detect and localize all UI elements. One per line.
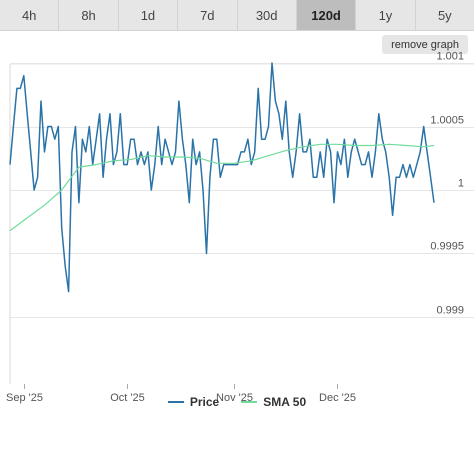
- tab-5y[interactable]: 5y: [437, 7, 452, 23]
- sma-series-line: [9, 143, 435, 232]
- y-tick-label: 0.9995: [430, 241, 464, 253]
- x-tick-label: Oct '25: [110, 392, 145, 404]
- tab-1d[interactable]: 1d: [119, 0, 179, 30]
- tab-1y[interactable]: 1y: [356, 0, 416, 30]
- y-tick-label: 1: [458, 178, 464, 190]
- tab-8h[interactable]: 8h: [59, 0, 119, 30]
- legend-label-price: Price: [189, 395, 220, 409]
- tab-4h[interactable]: 4h: [0, 0, 60, 30]
- remove-graph-button[interactable]: remove graph: [382, 35, 468, 54]
- tab-7d[interactable]: 7d: [178, 0, 238, 30]
- y-tick-label: 1.0005: [430, 115, 464, 127]
- sma-swatch: [241, 401, 258, 403]
- tab-120d[interactable]: 120d: [296, 0, 357, 30]
- y-tick-label: 1.001: [436, 51, 464, 63]
- legend-item-sma[interactable]: SMA 50: [241, 393, 306, 411]
- legend-label-sma: SMA 50: [263, 395, 307, 409]
- chart-legend: Price SMA 50: [0, 393, 474, 411]
- y-tick-label: 0.999: [436, 305, 464, 317]
- legend-item-price[interactable]: Price: [167, 393, 220, 411]
- price-swatch: [167, 401, 184, 403]
- x-tick-label: Dec '25: [319, 392, 356, 404]
- time-range-tabs: 4h 8h 1d 7d 30d 120d 1y 5y: [0, 0, 474, 31]
- price-series-line: [9, 62, 435, 293]
- x-tick-label: Sep '25: [6, 392, 43, 404]
- tab-30d[interactable]: 30d: [238, 0, 297, 30]
